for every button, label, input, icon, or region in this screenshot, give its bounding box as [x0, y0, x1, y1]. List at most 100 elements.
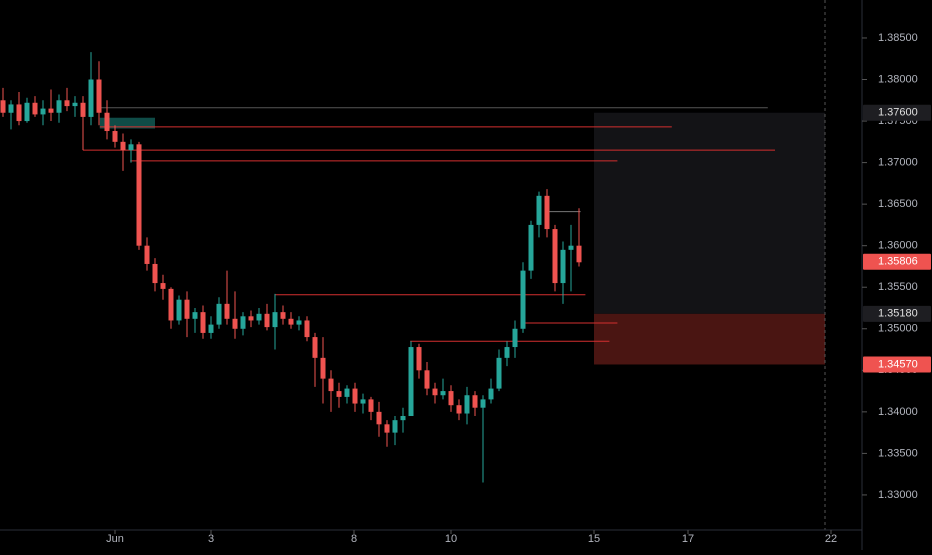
candle-body	[456, 405, 462, 414]
price-badge	[863, 356, 931, 373]
x-tick-label: 22	[825, 533, 837, 545]
x-tick-label: Jun	[106, 533, 124, 545]
y-tick-label: 1.34000	[878, 406, 918, 418]
candle-body	[128, 144, 134, 151]
candle-body	[272, 312, 278, 328]
candle-body	[56, 100, 62, 113]
candle-body	[448, 391, 454, 406]
candle-body	[504, 347, 510, 358]
candle-body	[432, 388, 438, 396]
candle-body	[144, 245, 150, 264]
price-badge	[863, 104, 931, 121]
candle-body	[568, 245, 574, 250]
candle-body	[288, 318, 294, 325]
candle-body	[400, 416, 406, 421]
stop-zone	[594, 313, 825, 365]
candle-body	[560, 249, 566, 284]
y-tick-label: 1.35500	[878, 281, 918, 293]
candle-body	[472, 395, 478, 408]
candle-body	[488, 388, 494, 400]
candle-body	[392, 420, 398, 433]
candle-body	[464, 395, 470, 414]
candle-body	[80, 102, 86, 117]
candle-body	[416, 347, 422, 371]
candle-body	[344, 388, 350, 397]
candle-body	[512, 328, 518, 348]
candle-body	[544, 195, 550, 230]
candle-body	[224, 303, 230, 319]
candle-body	[176, 299, 182, 321]
candle-body	[312, 337, 318, 358]
candle-body	[112, 131, 118, 142]
candle-body	[24, 102, 30, 122]
candle-body	[520, 270, 526, 329]
candle-body	[104, 112, 110, 132]
candle-body	[256, 313, 262, 321]
price-badge-label: 1.35806	[878, 256, 918, 268]
y-tick-label: 1.33500	[878, 447, 918, 459]
candle-body	[168, 288, 174, 321]
candle-body	[160, 283, 166, 289]
candle-body	[320, 357, 326, 379]
candle-body	[496, 357, 502, 389]
candle-body	[360, 399, 366, 404]
candle-body	[32, 102, 38, 115]
candle-body	[376, 411, 382, 425]
zone	[99, 117, 155, 129]
candle-body	[328, 378, 334, 392]
candle-body	[296, 320, 302, 325]
candle-body	[248, 316, 254, 321]
candle-body	[192, 312, 198, 319]
x-tick-label: 15	[588, 533, 600, 545]
candle-body	[384, 424, 390, 433]
candle-body	[216, 303, 222, 325]
candle-body	[352, 388, 358, 404]
candle-body	[64, 100, 70, 107]
y-tick-label: 1.36000	[878, 240, 918, 252]
y-tick-label: 1.36500	[878, 198, 918, 210]
price-badge-label: 1.35180	[878, 308, 918, 320]
candle-body	[200, 312, 206, 333]
price-badge	[863, 305, 931, 322]
candle-body	[280, 312, 286, 319]
candle-body	[88, 79, 94, 117]
y-tick-label: 1.38500	[878, 32, 918, 44]
y-tick-label: 1.37000	[878, 157, 918, 169]
target-zone	[594, 112, 825, 314]
candle-body	[536, 195, 542, 225]
candle-body	[576, 245, 582, 263]
candle-body	[96, 79, 102, 113]
y-tick-label: 1.33000	[878, 489, 918, 501]
candle-body	[72, 102, 78, 107]
candle-body	[528, 224, 534, 271]
candle-body	[136, 144, 142, 246]
candle-body	[408, 347, 414, 417]
x-tick-label: 10	[445, 533, 457, 545]
price-badge-label: 1.34570	[878, 358, 918, 370]
price-axis	[862, 0, 932, 550]
x-tick-label: 17	[682, 533, 694, 545]
candle-body	[0, 100, 6, 113]
candle-body	[184, 299, 190, 319]
candle-body	[440, 391, 446, 396]
candle-body	[120, 141, 126, 151]
candle-body	[424, 370, 430, 389]
y-tick-label: 1.38000	[878, 73, 918, 85]
y-tick-label: 1.35000	[878, 323, 918, 335]
candle-body	[368, 399, 374, 412]
candle-body	[16, 104, 22, 122]
price-badge	[863, 253, 931, 270]
candle-body	[40, 108, 46, 115]
candle-body	[48, 108, 54, 113]
x-tick-label: 8	[351, 533, 357, 545]
candle-body	[8, 104, 14, 113]
candle-body	[240, 316, 246, 329]
x-tick-label: 3	[208, 533, 214, 545]
candle-body	[336, 391, 342, 397]
candle-body	[232, 318, 238, 329]
candle-body	[552, 229, 558, 284]
candle-body	[264, 313, 270, 328]
candle-body	[152, 263, 158, 284]
candle-body	[304, 320, 310, 338]
